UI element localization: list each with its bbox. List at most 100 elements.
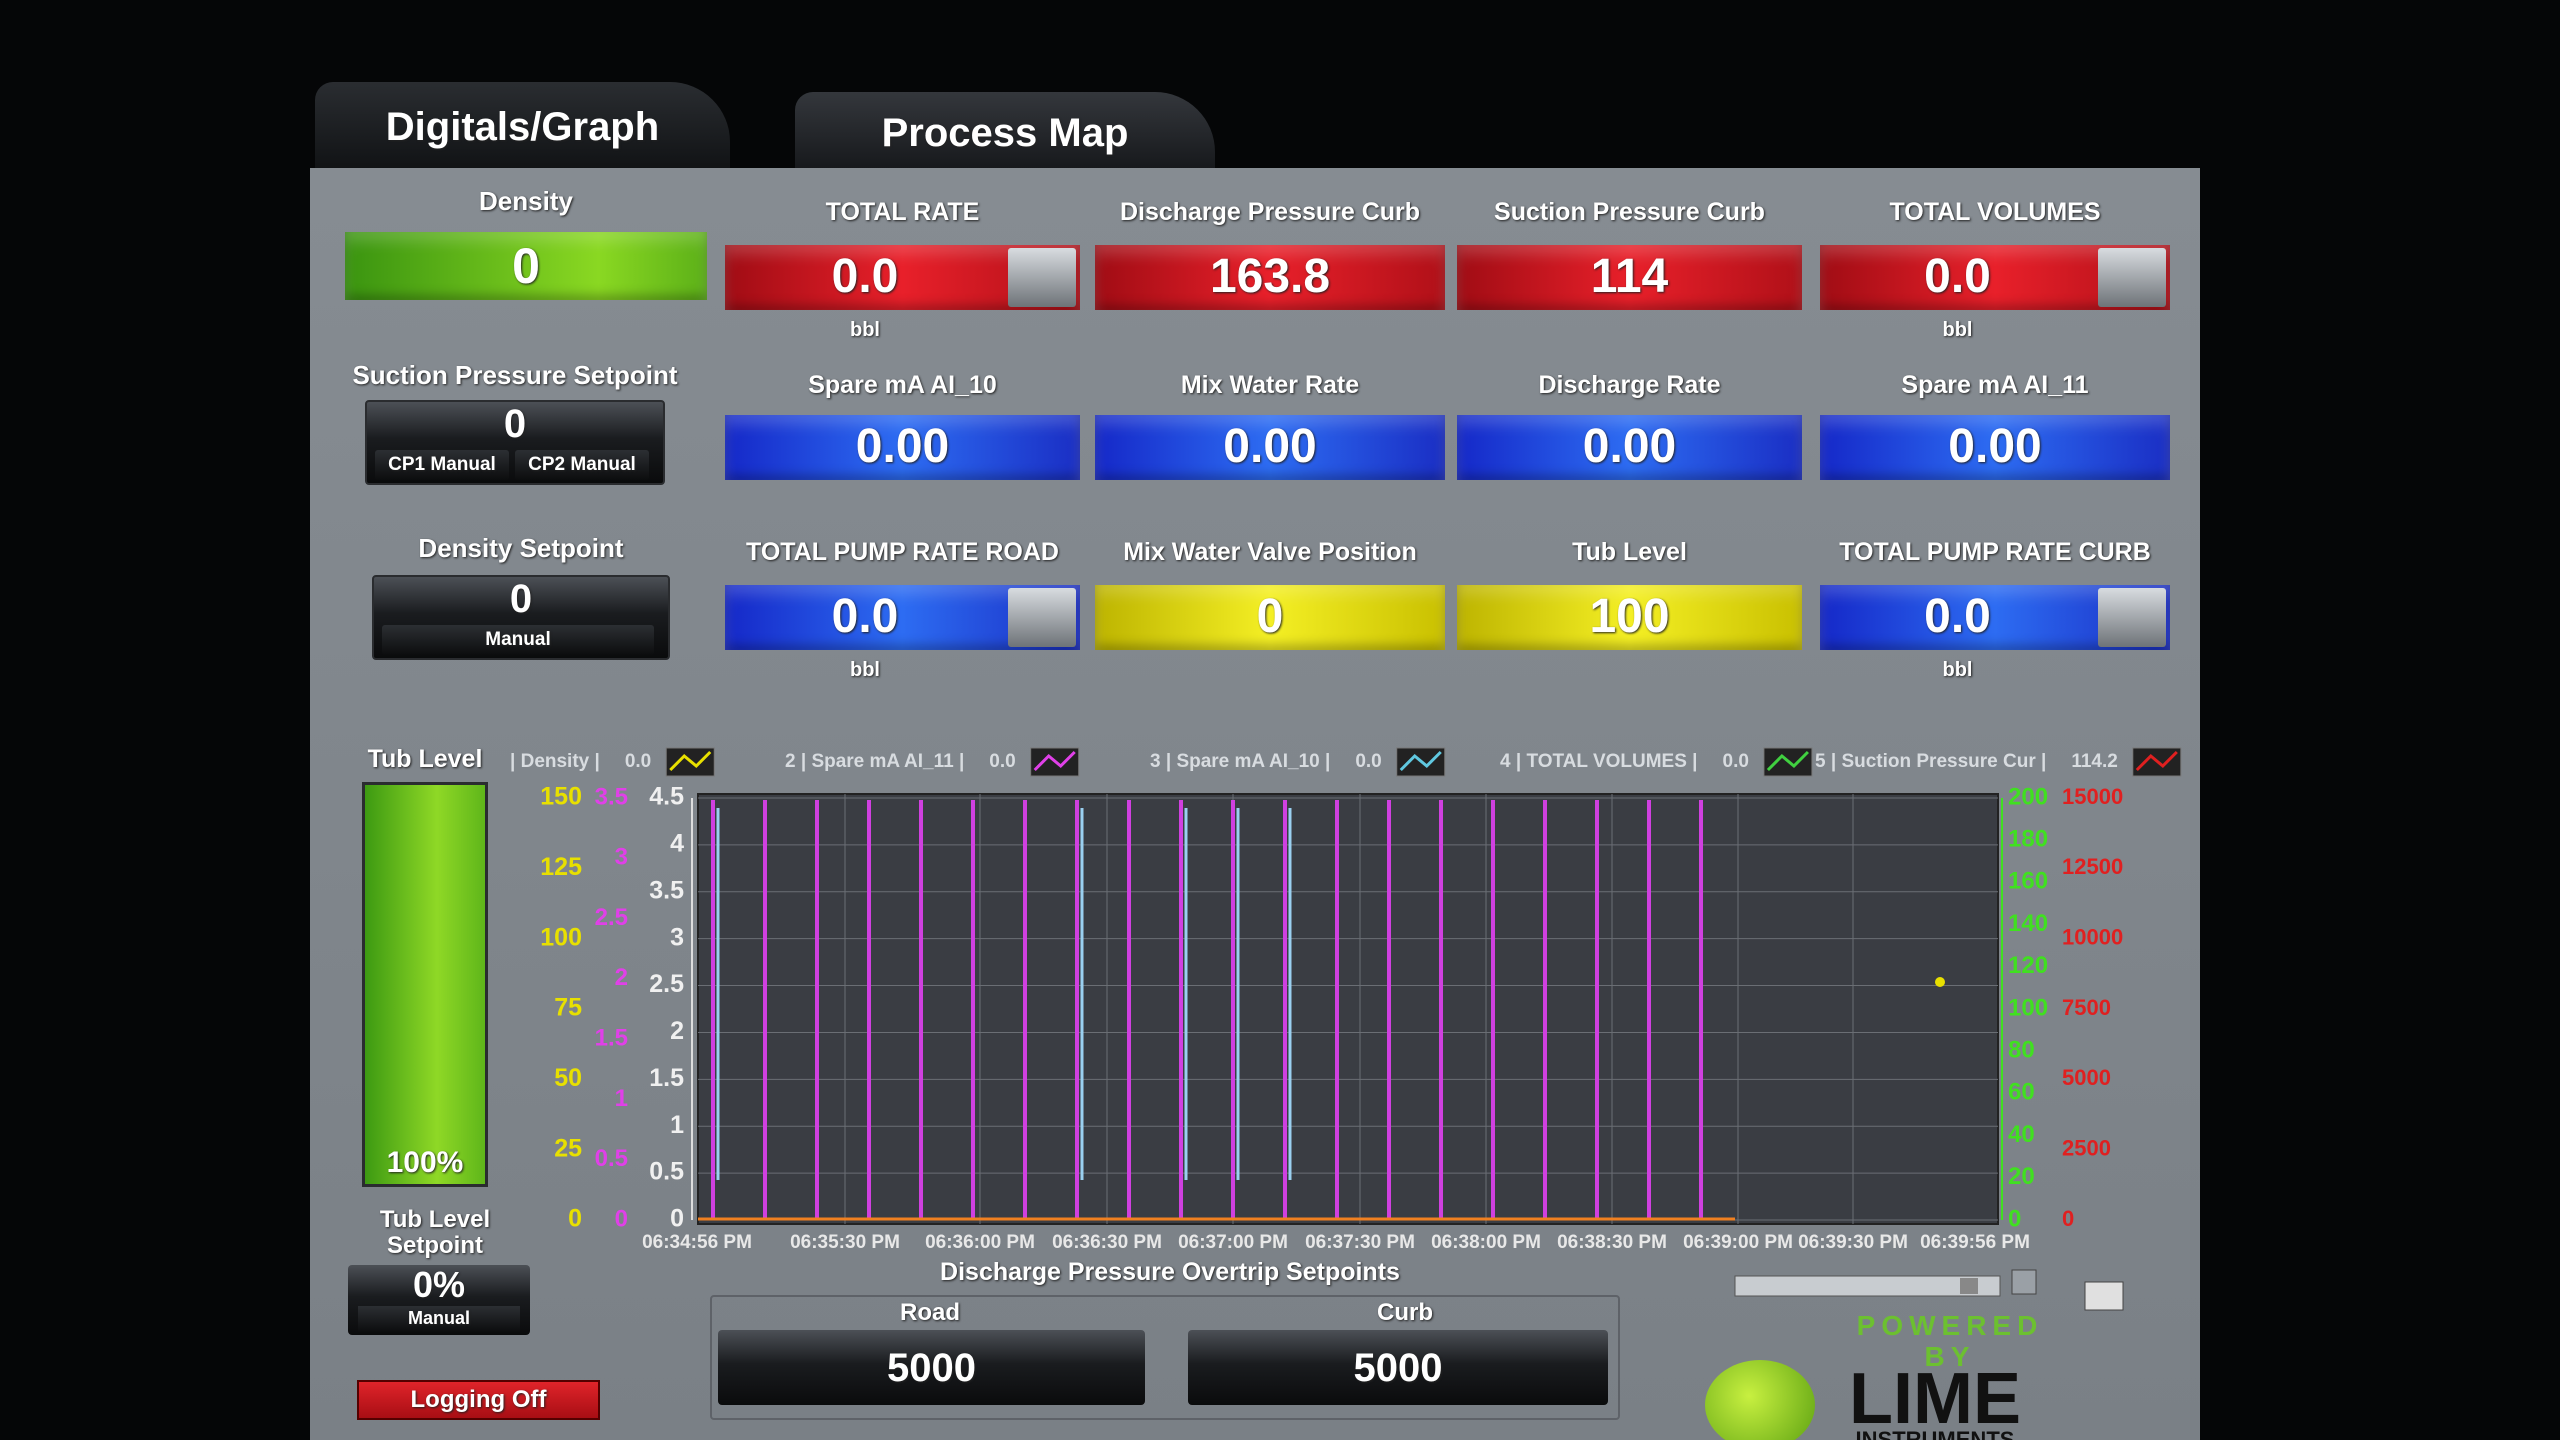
axis-tick-label: 25 <box>554 1134 582 1162</box>
gauge-value: 114 <box>1590 250 1669 304</box>
logo-mark <box>1705 1360 1815 1440</box>
gauge-value: 100 <box>1589 590 1670 644</box>
axis-tick-label: 1 <box>670 1111 684 1139</box>
label: Tub Level Setpoint <box>379 1205 491 1259</box>
x-tick-label: 06:36:00 PM <box>925 1232 1035 1253</box>
logging-button[interactable]: Logging Off <box>357 1380 600 1420</box>
gauge-label: Spare mA AI_10 <box>808 371 997 400</box>
gauge-label: TOTAL PUMP RATE ROAD <box>746 538 1059 567</box>
gauge-label: TOTAL RATE <box>825 198 980 227</box>
axis-tick-label: 50 <box>554 1064 582 1092</box>
x-tick-label: 06:36:30 PM <box>1052 1232 1162 1253</box>
gauge-button[interactable] <box>1008 588 1076 647</box>
axis-tick-label: 125 <box>540 853 582 881</box>
axis-tick-label: 150 <box>540 783 582 811</box>
legend-trace <box>1033 750 1076 772</box>
scrollbar <box>1734 1275 2001 1297</box>
gauge-label: TOTAL VOLUMES <box>1889 198 2101 227</box>
logo-tagline: POWERED BY <box>1856 1310 2044 1372</box>
scroll-thumb <box>1960 1278 1978 1294</box>
axis-tick-label: 0 <box>2062 1206 2074 1231</box>
axis-tick-label: 3 <box>615 844 628 871</box>
logo-name: LIME <box>1849 1359 2021 1440</box>
legend-value: 0.0 <box>1355 751 1381 772</box>
axis-tick-label: 100 <box>2008 994 2048 1021</box>
gauge-label: Spare mA AI_11 <box>1901 371 2089 400</box>
axis-tick-label: 2500 <box>2062 1135 2111 1160</box>
gauge-button[interactable] <box>2098 588 2166 647</box>
x-tick-label: 06:37:30 PM <box>1305 1232 1415 1253</box>
x-tick-label: 06:39:56 PM <box>1920 1232 2030 1253</box>
gauge-label: Discharge Pressure Curb <box>1119 198 1421 227</box>
x-tick-label: 06:34:56 PM <box>642 1232 752 1253</box>
print-button <box>2084 1281 2124 1311</box>
tab[interactable]: Process Map <box>795 92 1215 174</box>
gauge-display <box>1457 245 1802 310</box>
axis-tick-label: 1.5 <box>595 1024 628 1051</box>
gauge-unit: bbl <box>850 319 880 341</box>
gauge-display <box>1457 585 1802 650</box>
gauge-value: 0.0 <box>1924 590 1991 644</box>
setpoint-display[interactable]: 5000 <box>718 1330 1145 1405</box>
legend-value: 0.0 <box>1723 751 1749 772</box>
gauge-value: 0.00 <box>1582 420 1677 474</box>
gauge-button[interactable] <box>1008 248 1076 307</box>
tab[interactable]: Digitals/Graph <box>315 82 730 172</box>
axis-tick-label: 4.5 <box>649 783 684 811</box>
gauge-label: Discharge Rate <box>1538 371 1721 400</box>
setpoint-display[interactable]: 5000 <box>1188 1330 1608 1405</box>
gauge-value: 163.8 <box>1209 250 1331 304</box>
axis-tick-label: 0.5 <box>595 1145 628 1172</box>
axis-tick-label: 180 <box>2008 826 2048 853</box>
axis-tick-label: 0 <box>568 1205 582 1233</box>
button[interactable]: Manual <box>382 625 654 655</box>
axis-tick-label: 1 <box>615 1085 628 1112</box>
axis-tick-label: 60 <box>2008 1079 2035 1106</box>
tub-level-bar <box>362 782 488 1187</box>
axis-tick-label: 140 <box>2008 910 2048 937</box>
axis-tick-label: 2 <box>615 964 628 991</box>
setpoint-value[interactable]: 0% <box>412 1264 466 1306</box>
button[interactable]: Manual <box>358 1306 520 1332</box>
x-tick-label: 06:35:30 PM <box>790 1232 900 1253</box>
legend-trace <box>1766 750 1809 772</box>
label: Suction Pressure Setpoint <box>352 359 678 390</box>
gauge-label: Mix Water Valve Position <box>1123 538 1417 567</box>
legend-name: 2 | Spare mA AI_11 | <box>785 751 964 772</box>
plot-area <box>697 793 1999 1225</box>
axis-tick-label: 80 <box>2008 1037 2035 1064</box>
axis-tick-label: 2 <box>670 1017 684 1045</box>
axis-tick-label: 10000 <box>2062 924 2123 949</box>
gauge-label: Tub Level <box>1572 538 1687 567</box>
axis-tick-label: 0 <box>615 1205 628 1232</box>
x-tick-label: 06:38:30 PM <box>1557 1232 1667 1253</box>
gauge-button[interactable] <box>2098 248 2166 307</box>
axis-tick-label: 200 <box>2008 783 2048 810</box>
axis-tick-label: 40 <box>2008 1121 2035 1148</box>
axis-tick-label: 3.5 <box>595 783 628 810</box>
button[interactable]: CP2 Manual <box>515 450 649 480</box>
gauge-unit: bbl <box>850 659 880 681</box>
zoom-button <box>2011 1269 2037 1295</box>
label: Road <box>900 1298 960 1326</box>
axis-tick-label: 0.5 <box>649 1158 684 1186</box>
button[interactable]: CP1 Manual <box>375 450 509 480</box>
gauge-value: 0.00 <box>1948 420 2042 474</box>
setpoint-value[interactable]: 0 <box>503 402 527 446</box>
axis-tick-label: 3.5 <box>649 876 684 904</box>
gauge-value: 0.0 <box>831 590 899 644</box>
legend-trace <box>1399 750 1442 772</box>
setpoint-value[interactable]: 0 <box>509 577 533 621</box>
legend-value: 0.0 <box>625 751 651 772</box>
gauge-display <box>725 415 1080 480</box>
gauge-display <box>1095 585 1445 650</box>
gauge-value: 0.00 <box>1223 420 1317 474</box>
axis-tick-label: 1.5 <box>649 1064 684 1092</box>
x-tick-label: 06:38:00 PM <box>1431 1232 1541 1253</box>
gauge-label: Mix Water Rate <box>1180 371 1360 400</box>
axis-tick-label: 15000 <box>2062 784 2123 809</box>
axis-tick-label: 7500 <box>2062 995 2111 1020</box>
x-tick-label: 06:39:00 PM <box>1683 1232 1793 1253</box>
